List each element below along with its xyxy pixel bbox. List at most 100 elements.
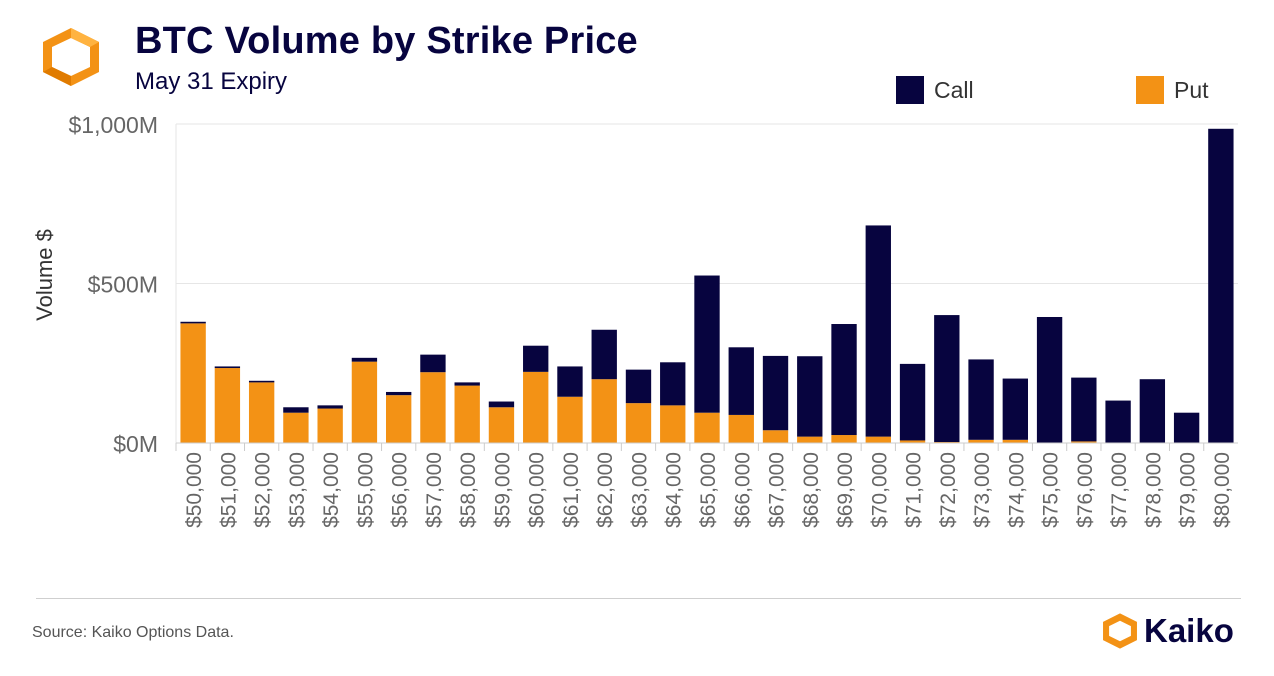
x-tick-label: $59,000 xyxy=(491,452,514,528)
x-tick-label: $74,000 xyxy=(1005,452,1028,528)
bar-put-6 xyxy=(386,395,412,443)
bar-call-1 xyxy=(214,366,241,369)
bar-call-15 xyxy=(694,275,720,413)
bar-put-19 xyxy=(831,435,857,443)
bar-put-12 xyxy=(591,379,617,443)
x-tick-label: $50,000 xyxy=(183,452,206,528)
footer-divider xyxy=(36,598,1241,599)
x-tick-label: $73,000 xyxy=(971,452,994,528)
bar-put-20 xyxy=(865,436,891,443)
x-tick-label: $72,000 xyxy=(937,452,960,528)
y-tick-label: $500M xyxy=(88,272,158,298)
bar-put-7 xyxy=(420,372,446,443)
bar-put-5 xyxy=(351,361,378,443)
x-tick-label: $78,000 xyxy=(1142,452,1165,528)
bar-put-26 xyxy=(1071,441,1097,443)
bar-call-6 xyxy=(386,391,412,396)
bar-put-13 xyxy=(625,403,652,443)
brand-name: Kaiko xyxy=(1144,612,1234,649)
bar-put-2 xyxy=(248,382,275,443)
bar-call-0 xyxy=(180,321,206,324)
bar-put-11 xyxy=(557,396,583,443)
kaiko-brand-icon xyxy=(1103,613,1137,649)
chart-title: BTC Volume by Strike Price xyxy=(135,20,638,62)
x-tick-label: $61,000 xyxy=(560,452,583,528)
bar-call-25 xyxy=(1036,316,1063,443)
bar-call-28 xyxy=(1139,379,1166,443)
bar-call-29 xyxy=(1173,412,1200,443)
bar-call-12 xyxy=(591,329,617,380)
bar-call-26 xyxy=(1071,377,1097,442)
bar-call-27 xyxy=(1105,400,1131,443)
bar-call-11 xyxy=(557,366,583,397)
stacked-bar-chart: $0M $500M $1,000M Volume $ $50,000 $51,000 $52… xyxy=(32,76,1238,528)
x-tick-label: $69,000 xyxy=(834,452,857,528)
bar-call-17 xyxy=(762,355,789,431)
x-tick-label: $57,000 xyxy=(423,452,446,528)
bar-call-7 xyxy=(420,354,446,373)
bar-put-1 xyxy=(214,368,241,443)
bar-put-0 xyxy=(180,323,206,443)
x-tick-label: $79,000 xyxy=(1177,452,1200,528)
bar-put-17 xyxy=(762,430,789,443)
x-tick-label: $66,000 xyxy=(731,452,754,528)
x-tick-label: $77,000 xyxy=(1108,452,1131,528)
bar-put-21 xyxy=(899,440,926,443)
bar-put-15 xyxy=(694,412,720,443)
legend-swatch-call xyxy=(896,76,924,104)
x-tick-label: $52,000 xyxy=(252,452,275,528)
x-tick-label: $76,000 xyxy=(1074,452,1097,528)
bar-put-18 xyxy=(797,436,823,443)
bar-call-4 xyxy=(317,405,343,409)
y-tick-label: $0M xyxy=(113,431,158,457)
bar-put-9 xyxy=(488,407,515,443)
brand-logo: Kaiko xyxy=(1100,610,1250,652)
bar-put-23 xyxy=(968,439,994,443)
bar-call-16 xyxy=(728,347,754,415)
bar-call-3 xyxy=(283,407,309,413)
x-tick-label: $55,000 xyxy=(354,452,377,528)
bar-put-8 xyxy=(454,385,480,443)
bar-call-20 xyxy=(865,225,891,437)
x-tick-label: $70,000 xyxy=(868,452,891,528)
bar-put-3 xyxy=(283,412,309,443)
legend-label-call: Call xyxy=(934,77,974,103)
bar-put-14 xyxy=(660,405,686,443)
x-tick-label: $63,000 xyxy=(628,452,651,528)
bar-put-24 xyxy=(1002,439,1028,443)
y-tick-label: $1,000M xyxy=(68,112,158,138)
bar-call-2 xyxy=(248,380,275,383)
x-tick-label: $62,000 xyxy=(594,452,617,528)
x-tick-label: $51,000 xyxy=(217,452,240,528)
bar-call-14 xyxy=(660,362,686,406)
kaiko-logo-icon xyxy=(43,28,99,86)
x-tick-label: $56,000 xyxy=(389,452,412,528)
bar-call-19 xyxy=(831,324,857,436)
bar-call-22 xyxy=(934,315,960,443)
bar-call-9 xyxy=(488,401,515,408)
chart-subtitle: May 31 Expiry xyxy=(135,68,288,95)
x-tick-label: $68,000 xyxy=(800,452,823,528)
bar-call-5 xyxy=(351,357,378,362)
legend-swatch-put xyxy=(1136,76,1164,104)
bar-call-30 xyxy=(1208,128,1234,443)
bar-call-21 xyxy=(899,363,926,441)
x-tick-label: $64,000 xyxy=(663,452,686,528)
bar-call-23 xyxy=(968,359,994,440)
y-axis-label: Volume $ xyxy=(32,229,57,321)
bar-put-16 xyxy=(728,414,754,443)
x-tick-label: $75,000 xyxy=(1040,452,1063,528)
x-tick-label: $80,000 xyxy=(1211,452,1234,528)
x-tick-label: $71,000 xyxy=(903,452,926,528)
bar-call-10 xyxy=(523,345,549,372)
bar-call-18 xyxy=(797,356,823,437)
bar-put-10 xyxy=(523,371,549,443)
x-tick-label: $60,000 xyxy=(526,452,549,528)
x-tick-label: $65,000 xyxy=(697,452,720,528)
bar-call-24 xyxy=(1002,378,1028,440)
x-tick-label: $58,000 xyxy=(457,452,480,528)
legend-label-put: Put xyxy=(1174,77,1209,103)
bar-put-4 xyxy=(317,408,343,443)
bar-call-13 xyxy=(625,369,652,404)
bar-call-8 xyxy=(454,382,480,386)
